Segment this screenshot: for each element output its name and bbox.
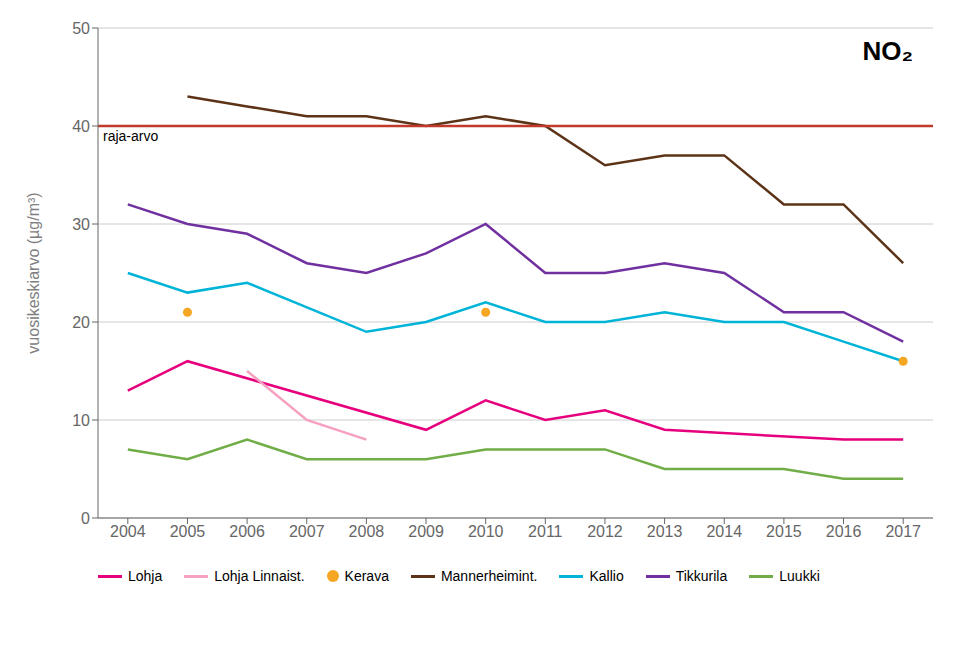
svg-text:2010: 2010: [468, 523, 504, 540]
svg-text:2005: 2005: [170, 523, 206, 540]
svg-text:2015: 2015: [766, 523, 802, 540]
html-text:Tikkurila: Tikkurila: [675, 568, 728, 584]
html-text:Kallio: Kallio: [589, 568, 624, 584]
svg-text:2004: 2004: [110, 523, 146, 540]
svg-text:50: 50: [72, 20, 90, 37]
html-text:Mannerheimint.: Mannerheimint.: [440, 568, 538, 584]
svg-text:2006: 2006: [229, 523, 265, 540]
svg-text:0: 0: [81, 510, 90, 527]
svg-text:vuosikeskiarvo (µg/m³): vuosikeskiarvo (µg/m³): [25, 192, 42, 353]
svg-text:2009: 2009: [408, 523, 444, 540]
svg-text:40: 40: [72, 118, 90, 135]
svg-text:2011: 2011: [528, 523, 563, 540]
html-text:Luukki: Luukki: [779, 568, 820, 584]
svg-text:2008: 2008: [349, 523, 385, 540]
svg-text:2017: 2017: [885, 523, 921, 540]
svg-text:2014: 2014: [706, 523, 742, 540]
svg-text:2007: 2007: [289, 523, 325, 540]
svg-text:2013: 2013: [647, 523, 683, 540]
svg-text:20: 20: [72, 314, 90, 331]
html-text:Lohja Linnaist.: Lohja Linnaist.: [214, 568, 305, 584]
svg-text:raja-arvo: raja-arvo: [103, 128, 158, 144]
html-text:Lohja: Lohja: [128, 568, 163, 584]
svg-text:30: 30: [72, 216, 90, 233]
html-text:NO₂: NO₂: [862, 36, 913, 66]
svg-text:10: 10: [72, 412, 90, 429]
svg-text:2012: 2012: [587, 523, 623, 540]
html-text:Kerava: Kerava: [344, 568, 389, 584]
svg-text:2016: 2016: [826, 523, 862, 540]
